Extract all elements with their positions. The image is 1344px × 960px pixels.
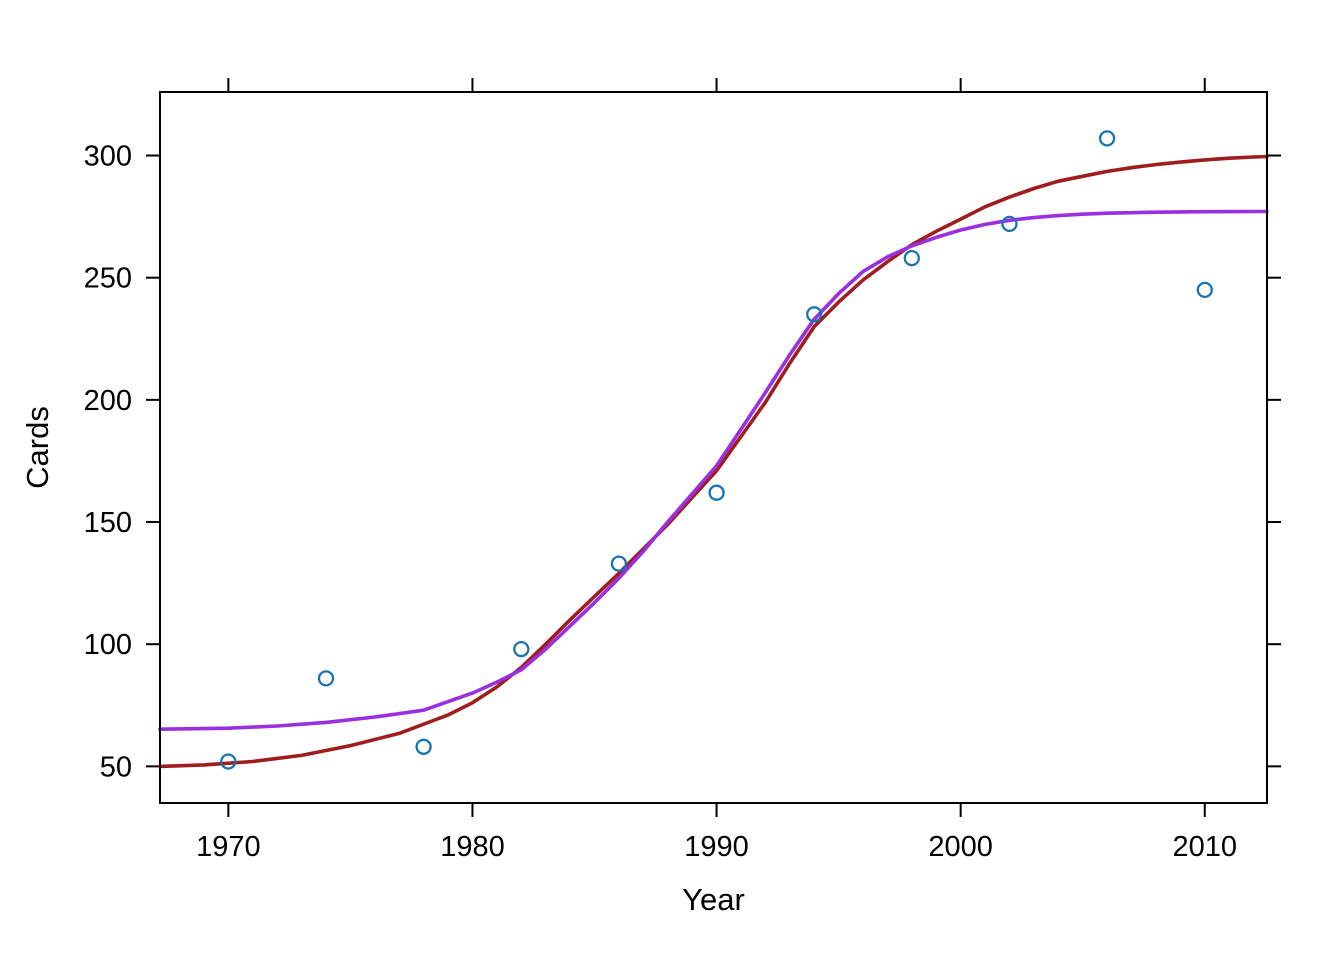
x-tick-label: 1970 bbox=[196, 831, 261, 863]
fit-curves bbox=[158, 154, 1269, 769]
sigmoid-fit-purple-curve bbox=[158, 209, 1269, 731]
data-point-marker bbox=[708, 484, 725, 501]
data-point-marker bbox=[610, 555, 628, 572]
y-tick-label: 300 bbox=[84, 141, 132, 173]
data-point-marker bbox=[220, 753, 237, 770]
y-tick-label: 50 bbox=[100, 751, 132, 783]
y-tick-label: 150 bbox=[84, 507, 132, 539]
x-tick-label: 2000 bbox=[928, 831, 993, 863]
y-tick-label: 200 bbox=[84, 385, 132, 417]
sigmoid-fit-red-curve bbox=[158, 154, 1269, 769]
plot-area-border bbox=[159, 91, 1268, 804]
y-tick-labels: 50 100 150 200 250 300 bbox=[84, 141, 132, 784]
x-tick-labels: 1970 1980 1990 2000 2010 bbox=[196, 831, 1237, 863]
data-point-marker bbox=[1001, 215, 1018, 233]
y-tick-label: 250 bbox=[84, 263, 132, 295]
x-tick-label: 2010 bbox=[1172, 831, 1237, 863]
data-point-marker bbox=[513, 640, 530, 658]
data-points bbox=[220, 130, 1213, 770]
data-point-marker bbox=[1098, 130, 1116, 147]
y-tick-label: 100 bbox=[84, 629, 132, 661]
x-tick-label: 1980 bbox=[440, 831, 505, 863]
x-tick-label: 1990 bbox=[684, 831, 749, 863]
data-point-marker bbox=[1196, 281, 1213, 299]
data-point-marker bbox=[903, 249, 920, 267]
data-point-marker bbox=[415, 738, 432, 755]
y-axis-title: Cards bbox=[20, 406, 55, 489]
data-point-marker bbox=[317, 670, 335, 687]
axis-ticks bbox=[146, 78, 1281, 817]
x-axis-title: Year bbox=[682, 882, 745, 917]
data-point-marker bbox=[806, 306, 823, 323]
